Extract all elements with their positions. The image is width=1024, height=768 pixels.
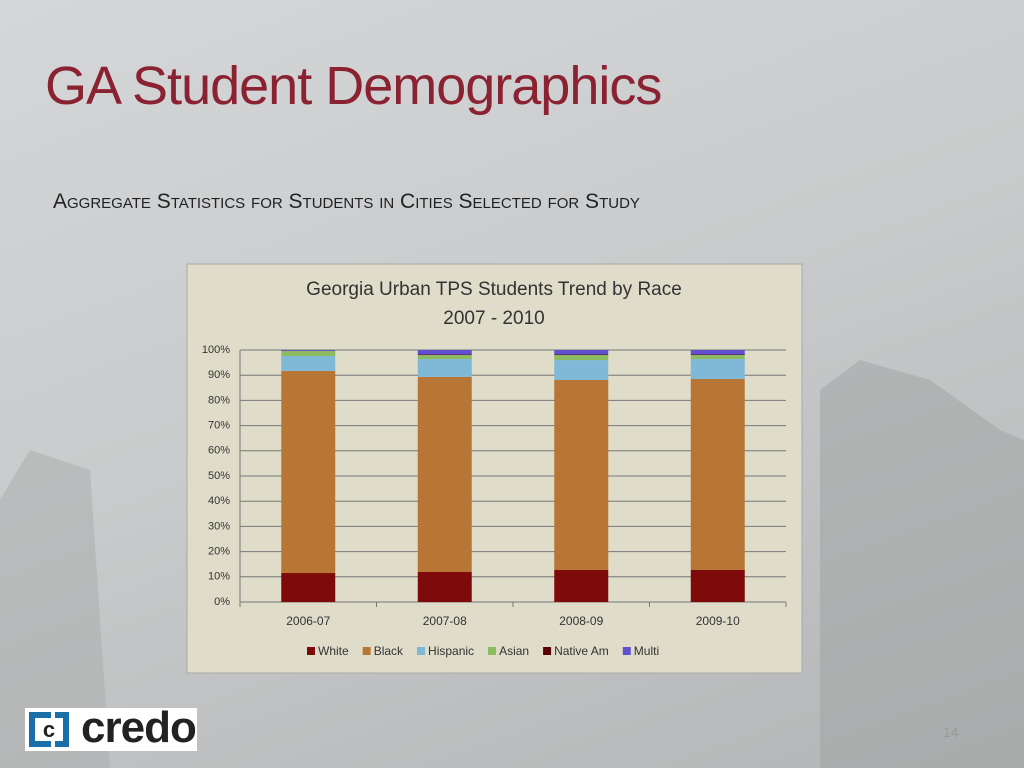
bar-segment bbox=[417, 572, 472, 602]
legend-label: Hispanic bbox=[428, 644, 474, 658]
bar-segment bbox=[554, 569, 609, 602]
y-tick-label: 60% bbox=[208, 445, 230, 457]
legend-swatch bbox=[417, 647, 426, 655]
bar-segment bbox=[554, 350, 609, 355]
building-shape bbox=[820, 360, 1024, 768]
bar-segment bbox=[417, 359, 472, 377]
bar-segment bbox=[281, 573, 336, 602]
logo-icon: c bbox=[29, 712, 69, 747]
y-tick-label: 80% bbox=[208, 394, 230, 406]
legend-label: Multi bbox=[634, 644, 659, 658]
y-tick-label: 100% bbox=[202, 344, 230, 356]
bar-segment bbox=[281, 370, 336, 574]
x-tick-label: 2006-07 bbox=[286, 614, 330, 628]
bar-segment bbox=[690, 350, 745, 355]
x-tick-label: 2008-09 bbox=[559, 614, 603, 628]
bar-segment bbox=[417, 355, 472, 360]
bar-segment bbox=[690, 378, 745, 570]
x-tick-label: 2009-10 bbox=[696, 614, 740, 628]
bar-segment bbox=[281, 351, 336, 357]
bar-segment bbox=[554, 360, 609, 380]
slide-subtitle: Aggregate Statistics for Students in Cit… bbox=[53, 190, 640, 213]
legend-swatch bbox=[543, 647, 552, 655]
y-tick-label: 40% bbox=[208, 495, 230, 507]
bar-segment bbox=[554, 379, 609, 570]
logo-bracket bbox=[29, 712, 51, 747]
legend-label: Native Am bbox=[554, 644, 609, 658]
bar-segment bbox=[417, 354, 472, 356]
legend-swatch bbox=[307, 647, 315, 655]
logo-bracket bbox=[55, 712, 69, 747]
logo: c credo bbox=[25, 703, 197, 752]
page-number: 14 bbox=[943, 724, 959, 740]
logo-text: credo bbox=[81, 703, 197, 752]
y-tick-label: 70% bbox=[208, 420, 230, 432]
bar-segment bbox=[690, 355, 745, 360]
bar-segment bbox=[417, 350, 472, 355]
legend-label: White bbox=[318, 644, 349, 658]
bar-segment bbox=[554, 355, 609, 361]
bar-segment bbox=[690, 359, 745, 379]
legend-swatch bbox=[622, 647, 631, 655]
bar-segment bbox=[281, 350, 336, 351]
bar-segment bbox=[690, 354, 745, 356]
chart-subtitle: 2007 - 2010 bbox=[443, 308, 544, 329]
y-tick-label: 30% bbox=[208, 520, 230, 532]
legend-label: Asian bbox=[499, 644, 529, 658]
chart-title: Georgia Urban TPS Students Trend by Race bbox=[306, 279, 682, 300]
bar-segment bbox=[554, 354, 609, 356]
bar-segment bbox=[417, 376, 472, 573]
legend-swatch bbox=[488, 647, 497, 655]
y-tick-label: 10% bbox=[208, 571, 230, 583]
bar-segment bbox=[690, 569, 745, 602]
legend-label: Black bbox=[374, 644, 404, 658]
y-tick-label: 20% bbox=[208, 546, 230, 558]
legend-swatch bbox=[362, 647, 371, 655]
y-tick-label: 0% bbox=[214, 596, 230, 608]
y-tick-label: 90% bbox=[208, 369, 230, 381]
x-tick-label: 2007-08 bbox=[423, 614, 467, 628]
building-shape bbox=[0, 450, 110, 768]
bar-segment bbox=[281, 356, 336, 371]
slide-title: GA Student Demographics bbox=[45, 56, 662, 116]
logo-letter: c bbox=[43, 717, 55, 742]
y-tick-label: 50% bbox=[208, 470, 230, 482]
